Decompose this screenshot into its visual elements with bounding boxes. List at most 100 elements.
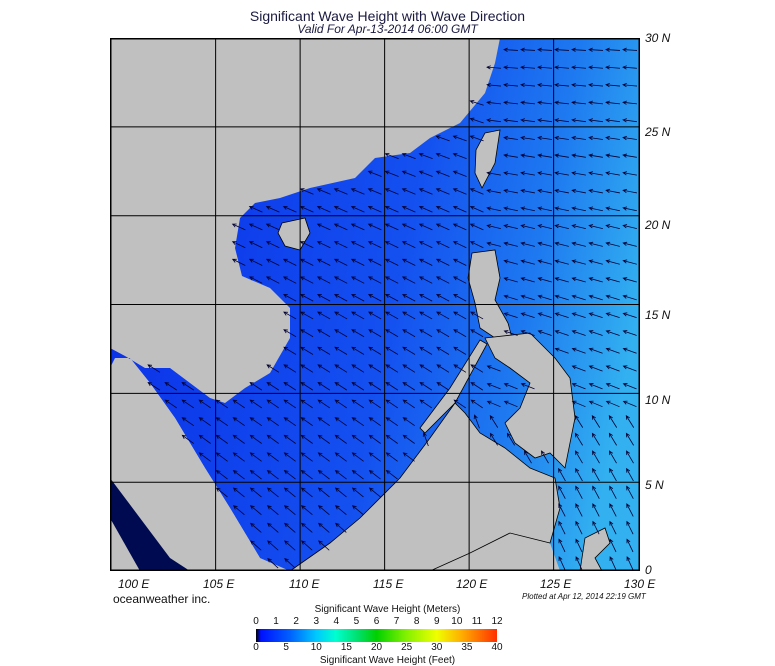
wave-direction-arrow bbox=[198, 452, 211, 462]
wave-direction-arrow bbox=[419, 311, 433, 320]
wave-direction-arrow bbox=[266, 364, 280, 373]
wave-direction-arrow bbox=[401, 223, 416, 231]
wave-direction-arrow bbox=[486, 100, 502, 105]
wave-direction-arrow bbox=[250, 540, 262, 551]
wave-direction-arrow bbox=[385, 329, 399, 338]
wave-direction-arrow bbox=[147, 364, 161, 373]
wave-direction-arrow bbox=[605, 47, 621, 52]
wave-direction-arrow bbox=[622, 224, 637, 229]
wave-direction-arrow bbox=[402, 346, 416, 355]
wave-direction-arrow bbox=[453, 364, 467, 373]
wave-direction-arrow bbox=[333, 223, 348, 231]
wave-direction-arrow bbox=[520, 47, 536, 52]
wave-direction-arrow bbox=[520, 312, 535, 319]
wave-direction-arrow bbox=[503, 153, 518, 158]
wave-direction-arrow bbox=[571, 224, 586, 229]
wave-direction-arrow bbox=[283, 381, 297, 391]
wave-direction-arrow bbox=[215, 434, 228, 444]
wave-direction-arrow bbox=[537, 224, 552, 229]
wave-direction-arrow bbox=[435, 135, 450, 142]
wave-direction-arrow bbox=[588, 153, 603, 158]
wave-direction-arrow bbox=[622, 206, 637, 212]
wave-direction-arrow bbox=[283, 346, 297, 355]
wave-direction-arrow bbox=[592, 503, 600, 517]
wave-direction-arrow bbox=[367, 170, 382, 177]
brand-label: oceanweather inc. bbox=[113, 592, 211, 606]
wave-direction-arrow bbox=[625, 414, 635, 428]
sumatra-island bbox=[110, 518, 140, 571]
wave-direction-arrow bbox=[609, 467, 617, 482]
wave-direction-arrow bbox=[622, 65, 638, 70]
wave-direction-arrow bbox=[317, 487, 330, 498]
wave-direction-arrow bbox=[198, 417, 211, 427]
wave-direction-arrow bbox=[402, 417, 415, 427]
wave-direction-arrow bbox=[351, 311, 365, 320]
wave-direction-arrow bbox=[436, 364, 450, 373]
wave-direction-arrow bbox=[181, 381, 195, 391]
wave-direction-arrow bbox=[622, 277, 637, 283]
wave-direction-arrow bbox=[453, 346, 467, 355]
wave-direction-arrow bbox=[300, 346, 314, 355]
wave-direction-arrow bbox=[368, 469, 381, 480]
wave-direction-arrow bbox=[503, 312, 518, 319]
wave-direction-arrow bbox=[351, 381, 365, 391]
wave-direction-arrow bbox=[503, 224, 518, 229]
wave-direction-arrow bbox=[537, 153, 552, 158]
wave-direction-arrow bbox=[625, 432, 634, 446]
wave-direction-arrow bbox=[452, 170, 467, 177]
wave-direction-arrow bbox=[554, 294, 569, 301]
wave-direction-arrow bbox=[622, 294, 637, 301]
wave-direction-arrow bbox=[571, 330, 586, 336]
wave-direction-arrow bbox=[317, 399, 331, 409]
wave-direction-arrow bbox=[554, 47, 570, 52]
wave-direction-arrow bbox=[299, 241, 314, 249]
wave-direction-arrow bbox=[385, 311, 399, 320]
wave-direction-arrow bbox=[554, 277, 569, 283]
wave-direction-arrow bbox=[592, 520, 600, 535]
wave-direction-arrow bbox=[283, 505, 296, 515]
wave-direction-arrow bbox=[571, 365, 586, 372]
wave-direction-arrow bbox=[351, 329, 365, 338]
wave-direction-arrow bbox=[588, 294, 603, 301]
wave-direction-arrow bbox=[452, 241, 467, 249]
wave-direction-arrow bbox=[588, 100, 604, 105]
wave-direction-arrow bbox=[503, 100, 519, 105]
wave-direction-arrow bbox=[418, 205, 433, 213]
wave-direction-arrow bbox=[436, 311, 450, 320]
wave-direction-arrow bbox=[367, 205, 382, 213]
wave-direction-arrow bbox=[318, 540, 330, 551]
wave-direction-arrow bbox=[249, 522, 262, 533]
wave-direction-arrow bbox=[571, 188, 586, 194]
wave-direction-arrow bbox=[351, 417, 364, 427]
wave-direction-arrow bbox=[622, 330, 637, 336]
wave-direction-arrow bbox=[232, 487, 245, 498]
wave-direction-arrow bbox=[333, 258, 348, 266]
wave-direction-arrow bbox=[452, 223, 467, 231]
wave-direction-arrow bbox=[249, 381, 263, 391]
wave-direction-arrow bbox=[284, 540, 296, 551]
wave-direction-arrow bbox=[609, 556, 617, 570]
colorbar-meters-tick: 11 bbox=[471, 616, 483, 627]
wave-direction-arrow bbox=[232, 434, 245, 444]
wave-direction-arrow bbox=[558, 485, 566, 499]
wave-direction-arrow bbox=[283, 311, 297, 320]
wave-direction-arrow bbox=[520, 118, 535, 123]
wave-direction-arrow bbox=[265, 223, 280, 231]
wave-direction-arrow bbox=[300, 311, 314, 320]
wave-direction-arrow bbox=[470, 381, 484, 391]
wave-direction-arrow bbox=[554, 171, 569, 176]
wave-direction-arrow bbox=[232, 399, 246, 409]
wave-direction-arrow bbox=[435, 276, 450, 284]
wave-direction-arrow bbox=[231, 223, 246, 231]
wave-direction-arrow bbox=[316, 276, 331, 284]
wave-direction-arrow bbox=[333, 188, 348, 195]
wave-direction-arrow bbox=[574, 432, 583, 446]
wave-direction-arrow bbox=[605, 224, 620, 229]
wave-direction-arrow bbox=[334, 522, 347, 533]
colorbar-meters-tick: 7 bbox=[393, 616, 400, 627]
wave-direction-arrow bbox=[368, 434, 381, 444]
wave-direction-arrow bbox=[384, 223, 399, 231]
wave-direction-arrow bbox=[486, 188, 501, 194]
wave-direction-arrow bbox=[469, 223, 484, 231]
wave-direction-arrow bbox=[609, 520, 617, 535]
